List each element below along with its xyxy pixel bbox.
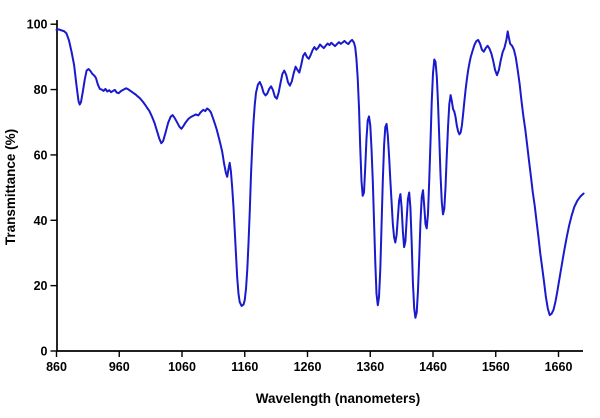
x-tick-label: 1360: [356, 360, 384, 374]
y-tick-label: 60: [34, 148, 48, 162]
x-tick-label: 860: [46, 360, 67, 374]
x-tick-label: 1260: [294, 360, 322, 374]
y-tick-label: 20: [34, 279, 48, 293]
x-tick-label: 1060: [168, 360, 196, 374]
x-axis-ticks: 860 960 1060 1160 1260 1360 1460 1560 1660: [46, 351, 572, 374]
axis-lines: [56, 20, 583, 352]
y-axis-ticks: 0 20 40 60 80 100: [27, 18, 57, 359]
x-tick-label: 1560: [482, 360, 510, 374]
y-tick-label: 80: [34, 83, 48, 97]
x-tick-label: 1660: [545, 360, 573, 374]
y-axis-title: Transmittance (%): [3, 129, 18, 245]
x-axis-title: Wavelength (nanometers): [256, 391, 421, 406]
y-tick-label: 0: [41, 345, 48, 359]
y-tick-label: 100: [27, 18, 48, 32]
x-tick-label: 960: [109, 360, 130, 374]
spectrum-line: [55, 28, 585, 319]
x-tick-label: 1460: [419, 360, 447, 374]
x-tick-label: 1160: [231, 360, 258, 374]
y-tick-label: 40: [34, 214, 48, 228]
